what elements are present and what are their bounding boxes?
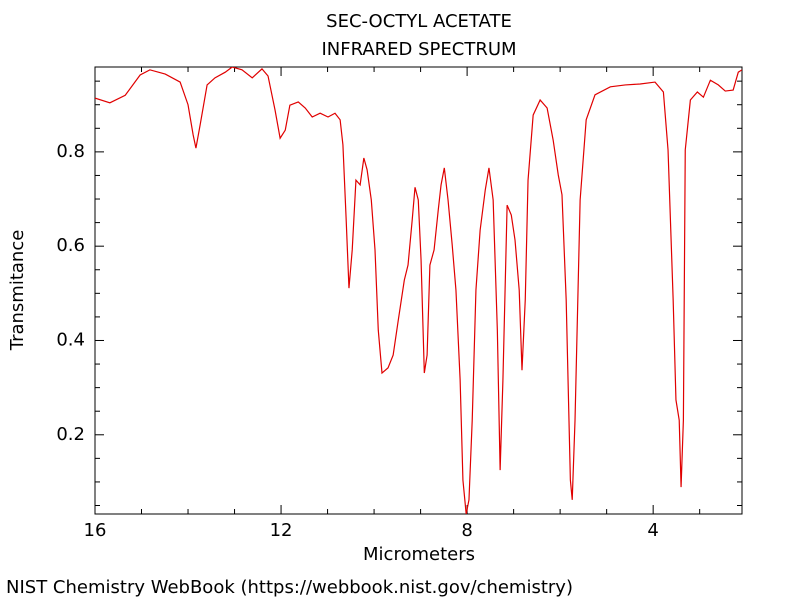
spectrum-line [95,67,742,514]
y-tick-label: 0.8 [56,141,85,162]
y-tick-label: 0.4 [56,329,85,350]
x-tick-label: 4 [647,520,658,541]
x-tick-label: 8 [461,520,472,541]
y-tick-label: 0.2 [56,424,85,445]
source-note: NIST Chemistry WebBook (https://webbook.… [6,577,573,598]
y-tick-label: 0.6 [56,235,85,256]
x-axis-label: Micrometers [363,544,475,565]
plot-frame [94,66,743,515]
chart-subtitle: INFRARED SPECTRUM [321,39,516,60]
x-tick-label: 16 [84,520,107,541]
chart-title: SEC-OCTYL ACETATE [326,11,512,32]
x-tick-label: 12 [270,520,293,541]
y-axis-label: Transmitance [7,230,28,352]
